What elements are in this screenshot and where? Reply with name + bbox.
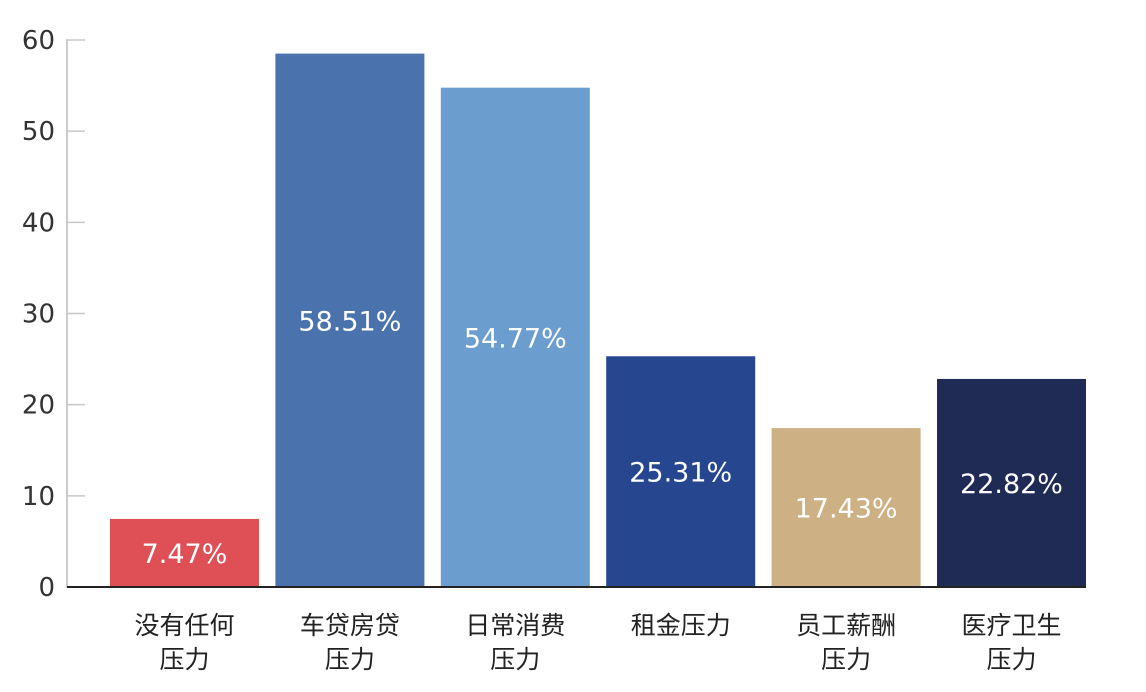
y-axis: 0 10 20 30 40 50 60 xyxy=(22,26,85,603)
x-category-label: 压力 xyxy=(490,645,540,674)
y-tick-label: 10 xyxy=(22,482,55,512)
y-tick-label: 60 xyxy=(22,26,55,56)
y-tick-label: 50 xyxy=(22,117,55,147)
bar-value-label: 25.31% xyxy=(629,458,732,489)
bar-value-label: 17.43% xyxy=(795,494,898,525)
bar-value-label: 54.77% xyxy=(464,323,567,354)
bar xyxy=(771,428,921,587)
bar xyxy=(440,87,590,587)
y-tick-label: 30 xyxy=(22,300,55,330)
x-category-label: 压力 xyxy=(986,645,1036,674)
bar xyxy=(110,518,259,587)
bar xyxy=(937,378,1086,587)
y-tick-label: 40 xyxy=(22,208,55,238)
y-tick-label: 20 xyxy=(22,391,55,421)
bar-value-label: 22.82% xyxy=(960,469,1063,500)
bar xyxy=(606,356,756,587)
x-category-label: 车贷房贷 xyxy=(300,611,400,640)
x-category-label: 租金压力 xyxy=(631,611,731,640)
y-tick-label: 0 xyxy=(38,573,55,603)
x-category-label: 压力 xyxy=(159,645,209,674)
bar-value-label: 58.51% xyxy=(298,306,401,337)
x-category-label: 员工薪酬 xyxy=(796,611,896,640)
bar xyxy=(275,53,425,587)
bars: 7.47% 58.51% 54.77% 25.31% 17.43% 22.82% xyxy=(110,53,1086,587)
x-category-label: 压力 xyxy=(325,645,375,674)
x-category-label: 医疗卫生 xyxy=(961,611,1061,640)
x-category-label: 日常消费 xyxy=(465,611,565,640)
x-category-label: 压力 xyxy=(821,645,871,674)
x-category-label: 没有任何 xyxy=(134,611,234,640)
bar-value-label: 7.47% xyxy=(142,539,228,570)
